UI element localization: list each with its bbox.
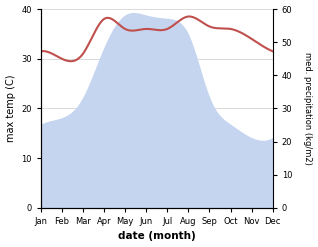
X-axis label: date (month): date (month) — [118, 231, 196, 242]
Y-axis label: max temp (C): max temp (C) — [5, 75, 16, 142]
Y-axis label: med. precipitation (kg/m2): med. precipitation (kg/m2) — [303, 52, 313, 165]
